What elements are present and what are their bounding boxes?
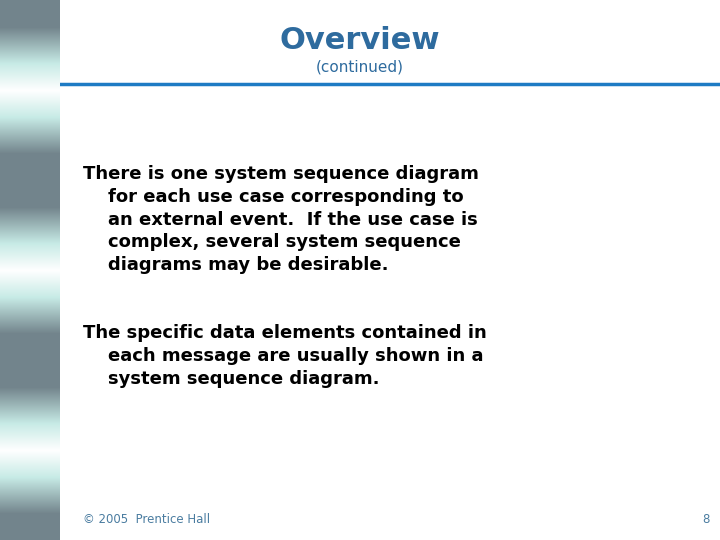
Text: The specific data elements contained in
    each message are usually shown in a
: The specific data elements contained in …: [83, 324, 487, 388]
Text: (continued): (continued): [316, 60, 404, 75]
Text: Overview: Overview: [280, 26, 440, 55]
Text: © 2005  Prentice Hall: © 2005 Prentice Hall: [83, 513, 210, 526]
Text: 8: 8: [702, 513, 709, 526]
Text: There is one system sequence diagram
    for each use case corresponding to
    : There is one system sequence diagram for…: [83, 165, 479, 274]
